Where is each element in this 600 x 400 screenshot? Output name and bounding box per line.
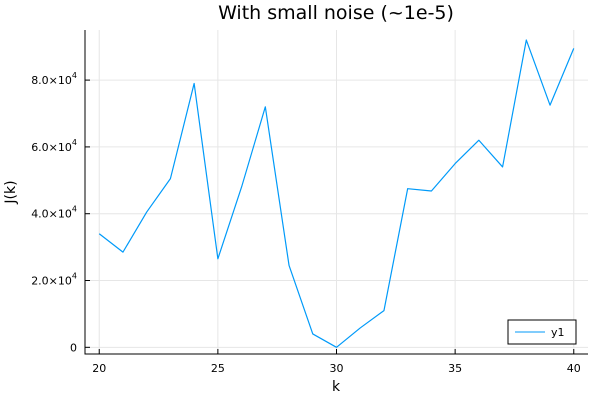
ticks — [85, 79, 575, 354]
chart-title: With small noise (~1e-5) — [218, 2, 454, 24]
x-tick-label: 20 — [92, 362, 106, 375]
y-tick-label: 6.0×104 — [31, 138, 77, 154]
y-tick-label: 8.0×104 — [31, 71, 77, 87]
y-tick-label: 2.0×104 — [31, 272, 77, 288]
series — [98, 39, 575, 348]
x-axis-label: k — [332, 379, 341, 395]
legend: y1 — [507, 319, 577, 345]
legend-label-y1: y1 — [551, 326, 565, 339]
x-tick-label: 30 — [330, 362, 344, 375]
x-tick-label: 40 — [567, 362, 581, 375]
x-tick-label: 25 — [211, 362, 225, 375]
x-tick-label: 35 — [448, 362, 462, 375]
y-tick-label: 4.0×104 — [31, 205, 77, 221]
y-axis-label: J(k) — [3, 180, 19, 204]
axes-frame — [84, 30, 588, 355]
y-tick-label: 0 — [70, 341, 77, 354]
tick-labels: 20 25 30 35 40 0 2.0×104 4.0×104 6.0×104 8.0×104 — [31, 71, 581, 375]
series-line-y1 — [98, 39, 575, 348]
